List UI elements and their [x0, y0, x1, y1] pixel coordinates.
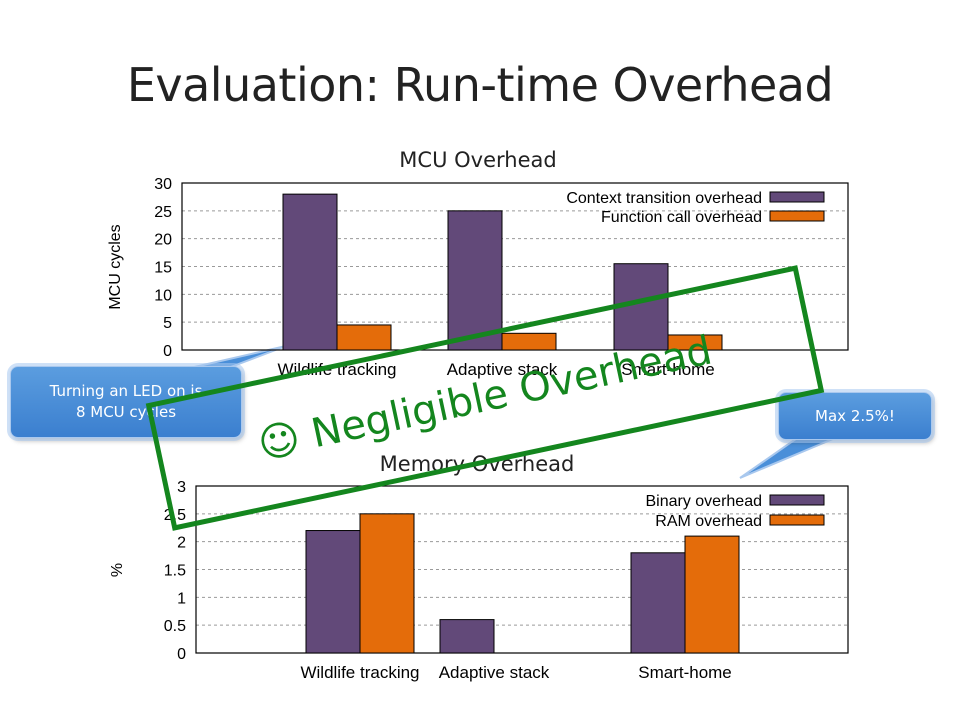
legend-swatch — [769, 191, 825, 203]
smiley-icon: ☺ — [254, 414, 305, 469]
y-tick-label: 0.5 — [164, 618, 186, 635]
x-category-label: Smart-home — [638, 663, 732, 682]
y-axis-label: % — [109, 563, 126, 577]
bar — [305, 530, 361, 654]
bar — [439, 619, 495, 654]
bar — [630, 552, 686, 654]
memory-chart-title: Memory Overhead — [379, 452, 575, 476]
legend-swatch — [769, 494, 825, 506]
y-tick-label: 0 — [177, 646, 186, 663]
mcu-overhead-chart: 0 5 10 15 20 25 30 MCU cycles Wildlife tracking A… — [107, 176, 849, 379]
x-category-label: Smart-home — [621, 360, 715, 379]
callout-led-line1: Turning an LED on is — [49, 382, 203, 400]
legend-label: RAM overhead — [655, 513, 762, 530]
callout-led-pointer — [189, 345, 287, 369]
bar — [667, 334, 723, 351]
y-tick-label: 1.5 — [164, 563, 186, 580]
y-tick-label: 1 — [177, 590, 186, 607]
x-category-label: Wildlife tracking — [277, 360, 396, 379]
legend-label: Function call overhead — [601, 209, 762, 226]
y-tick-label: 2.5 — [164, 507, 186, 524]
x-category-label: Adaptive stack — [439, 663, 550, 682]
bar — [613, 263, 669, 351]
legend-swatch — [769, 210, 825, 222]
callout-led: Turning an LED on is 8 MCU cycles — [10, 366, 242, 438]
mcu-chart-title: MCU Overhead — [399, 148, 557, 172]
y-tick-label: 20 — [154, 232, 172, 249]
y-tick-label: 15 — [154, 260, 172, 277]
legend-label: Context transition overhead — [566, 190, 762, 207]
y-axis-label: MCU cycles — [107, 224, 124, 309]
callout-max: Max 2.5%! — [778, 392, 932, 440]
callout-led-line2: 8 MCU cycles — [75, 403, 177, 421]
bar — [282, 193, 338, 351]
slide-title: Evaluation: Run-time Overhead — [126, 58, 834, 112]
callout-max-pointer — [739, 435, 841, 479]
memory-overhead-chart: 0 0.5 1 1.5 2 2.5 3% Wildlife tracking Adaptive … — [109, 479, 849, 682]
y-tick-label: 2 — [177, 535, 186, 552]
y-tick-label: 10 — [154, 287, 172, 304]
x-category-label: Wildlife tracking — [300, 663, 419, 682]
y-tick-label: 0 — [163, 343, 172, 360]
x-category-label: Adaptive stack — [447, 360, 558, 379]
bar — [684, 535, 740, 654]
bar — [359, 513, 415, 654]
y-tick-label: 25 — [154, 204, 172, 221]
bar — [447, 210, 503, 351]
y-tick-label: 30 — [154, 176, 172, 193]
legend-label: Binary overhead — [645, 493, 762, 510]
bar — [336, 324, 392, 351]
y-tick-label: 5 — [163, 315, 172, 332]
legend-swatch — [769, 514, 825, 526]
plot-frame — [195, 485, 849, 654]
bar — [501, 332, 557, 351]
y-tick-label: 3 — [177, 479, 186, 496]
